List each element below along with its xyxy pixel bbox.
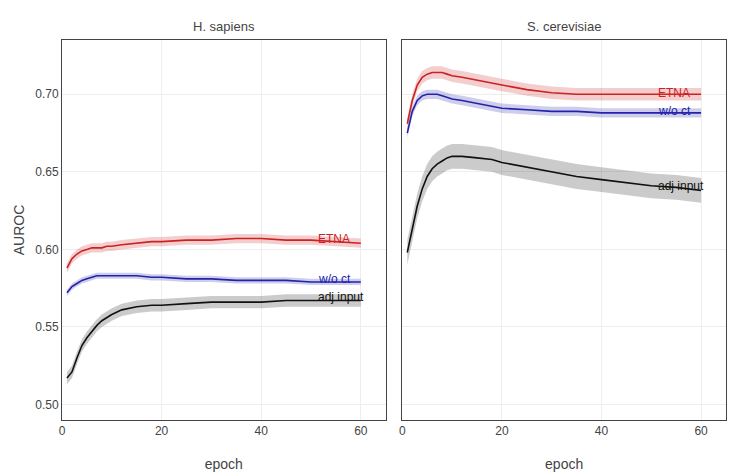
svg-text:40: 40: [595, 424, 609, 438]
svg-text:0.65: 0.65: [35, 165, 59, 179]
svg-text:0.50: 0.50: [35, 398, 59, 412]
svg-text:ETNA: ETNA: [318, 232, 350, 246]
svg-text:adj input: adj input: [318, 290, 364, 304]
svg-text:w/o ct: w/o ct: [318, 272, 351, 286]
svg-text:epoch: epoch: [205, 456, 243, 472]
svg-text:0.60: 0.60: [35, 243, 59, 257]
svg-text:adj input: adj input: [658, 179, 704, 193]
svg-text:epoch: epoch: [545, 456, 583, 472]
svg-text:60: 60: [694, 424, 708, 438]
svg-text:AUROC: AUROC: [11, 205, 27, 256]
svg-text:0: 0: [399, 424, 406, 438]
svg-text:0: 0: [59, 424, 66, 438]
svg-text:60: 60: [354, 424, 368, 438]
svg-text:40: 40: [255, 424, 269, 438]
svg-text:S. cerevisiae: S. cerevisiae: [527, 19, 601, 34]
svg-text:0.70: 0.70: [35, 87, 59, 101]
svg-text:20: 20: [155, 424, 169, 438]
svg-text:H. sapiens: H. sapiens: [193, 19, 255, 34]
svg-text:ETNA: ETNA: [658, 86, 690, 100]
svg-text:w/o ct: w/o ct: [658, 104, 691, 118]
svg-text:20: 20: [495, 424, 509, 438]
svg-text:0.55: 0.55: [35, 320, 59, 334]
